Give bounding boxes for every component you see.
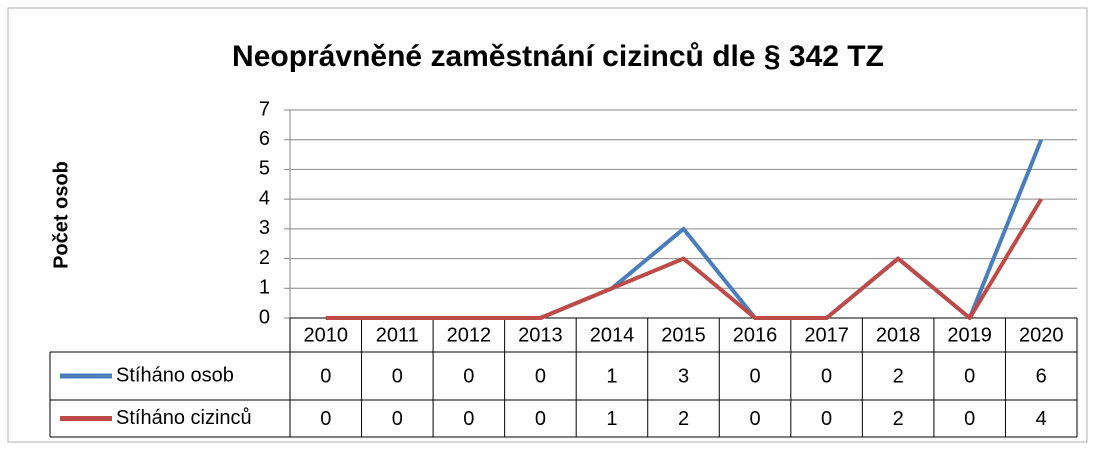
table-value: 1 — [606, 408, 617, 430]
x-tick-label: 2020 — [1019, 324, 1064, 346]
table-value: 0 — [821, 408, 832, 430]
x-tick-label: 2014 — [590, 324, 635, 346]
table-value: 0 — [535, 408, 546, 430]
x-tick-label: 2017 — [804, 324, 849, 346]
table-value: 0 — [392, 365, 403, 387]
table-value: 0 — [463, 365, 474, 387]
legend-label: Stíháno osob — [116, 364, 234, 386]
y-tick-label: 5 — [259, 158, 270, 180]
table-value: 0 — [964, 408, 975, 430]
chart-frame — [7, 7, 1088, 443]
y-tick-label: 1 — [259, 277, 270, 299]
table-value: 1 — [606, 365, 617, 387]
y-tick-label: 6 — [259, 128, 270, 150]
table-value: 0 — [535, 365, 546, 387]
y-tick-label: 4 — [259, 187, 270, 209]
table-value: 2 — [893, 365, 904, 387]
x-tick-label: 2015 — [661, 324, 706, 346]
y-tick-label: 3 — [259, 217, 270, 239]
x-tick-label: 2019 — [947, 324, 992, 346]
table-value: 0 — [463, 408, 474, 430]
y-tick-label: 2 — [259, 247, 270, 269]
y-tick-label: 0 — [259, 306, 270, 328]
table-value: 3 — [678, 365, 689, 387]
chart-title: Neoprávněné zaměstnání cizinců dle § 342… — [232, 40, 884, 73]
x-tick-label: 2013 — [518, 324, 563, 346]
x-tick-label: 2011 — [376, 324, 419, 346]
table-value: 0 — [964, 365, 975, 387]
y-axis-label: Počet osob — [50, 161, 72, 269]
table-value: 2 — [678, 408, 689, 430]
table-value: 0 — [320, 365, 331, 387]
table-value: 0 — [392, 408, 403, 430]
x-tick-label: 2010 — [304, 324, 349, 346]
y-tick-label: 7 — [259, 98, 270, 120]
table-value: 0 — [320, 408, 331, 430]
table-value: 2 — [893, 408, 904, 430]
table-value: 0 — [749, 408, 760, 430]
table-value: 0 — [821, 365, 832, 387]
table-value: 0 — [749, 365, 760, 387]
table-value: 4 — [1036, 408, 1047, 430]
x-tick-label: 2012 — [447, 324, 492, 346]
series-line — [325, 198, 1043, 320]
x-tick-label: 2018 — [876, 324, 921, 346]
table-value: 6 — [1036, 365, 1047, 387]
x-tick-label: 2016 — [733, 324, 778, 346]
legend-label: Stíháno cizinců — [116, 407, 252, 429]
